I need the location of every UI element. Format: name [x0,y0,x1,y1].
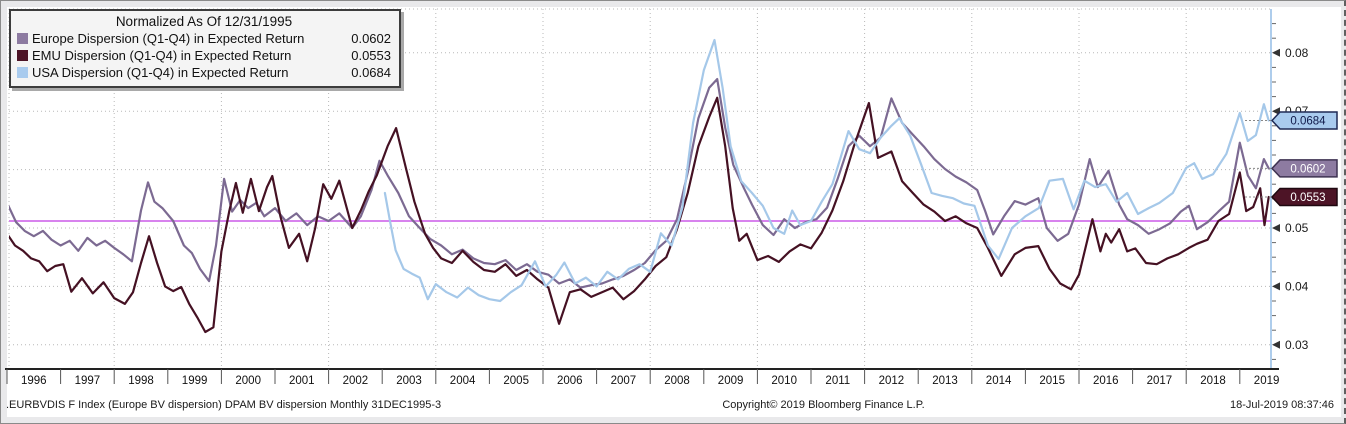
last-value-tag [1270,111,1338,130]
legend-value-emu: 0.0553 [351,48,391,63]
footer-timestamp: 18-Jul-2019 08:37:46 [1230,399,1334,411]
legend-item-usa: USA Dispersion (Q1-Q4) in Expected Retur… [17,64,391,81]
x-axis-year-label: 2007 [611,375,637,387]
x-axis-year-label: 2015 [1039,375,1065,387]
x-axis-year-label: 2011 [825,375,850,387]
footer-copyright: Copyright© 2019 Bloomberg Finance L.P. [722,399,925,411]
emu-series-swatch-icon [17,50,28,61]
x-axis-year-label: 2017 [1147,375,1173,387]
y-axis-label: 0.03 [1285,338,1309,352]
x-axis-year-label: 2003 [396,375,422,387]
last-value-tag [1270,187,1338,207]
y-tick-arrow-icon [1272,48,1280,57]
legend-label-europe: Europe Dispersion (Q1-Q4) in Expected Re… [32,31,305,46]
x-axis-year-label: 2000 [235,375,261,387]
x-axis-year-label: 2016 [1093,375,1119,387]
last-value-tag-text: 0.0684 [1290,116,1326,128]
x-axis-year-label: 2008 [664,375,690,387]
legend-label-usa: USA Dispersion (Q1-Q4) in Expected Retur… [32,65,289,80]
x-axis-year-label: 2001 [289,375,315,387]
x-axis-year-label: 1999 [182,375,208,387]
x-axis-year-label: 2005 [503,375,529,387]
x-axis-year-label: 2004 [450,375,476,387]
chart-legend: Normalized As Of 12/31/1995 Europe Dispe… [9,9,401,88]
series-line-europe [9,77,1270,289]
x-axis-year-label: 2014 [986,375,1012,387]
x-axis-year-label: 1998 [128,375,154,387]
y-axis-label: 0.04 [1285,279,1309,293]
last-value-tag-text: 0.0602 [1290,163,1325,175]
legend-item-europe: Europe Dispersion (Q1-Q4) in Expected Re… [17,30,391,47]
y-tick-arrow-icon [1272,282,1280,291]
legend-label-emu: EMU Dispersion (Q1-Q4) in Expected Retur… [32,48,292,63]
series-line-usa [383,38,1270,303]
legend-value-europe: 0.0602 [351,31,391,46]
last-value-tag [1270,159,1338,178]
x-axis-year-label: 2002 [343,375,369,387]
series-line-emu [9,96,1270,334]
europe-series-swatch-icon [17,33,28,44]
x-axis-year-label: 2010 [771,375,797,387]
x-axis-year-label: 2018 [1200,375,1226,387]
y-axis-label: 0.05 [1285,221,1309,235]
legend-item-emu: EMU Dispersion (Q1-Q4) in Expected Retur… [17,47,391,64]
x-axis-year-label: 1996 [21,375,47,387]
x-axis-year-label: 2006 [557,375,583,387]
y-tick-arrow-icon [1272,340,1280,349]
x-axis-year-label: 2013 [932,375,958,387]
legend-title: Normalized As Of 12/31/1995 [115,14,293,29]
x-axis-year-label: 2012 [879,375,905,387]
y-tick-arrow-icon [1272,224,1280,232]
footer-ticker-description: .EURBVDIS F Index (Europe BV dispersion)… [6,399,442,411]
x-axis-year-label: 2019 [1254,375,1280,387]
legend-value-usa: 0.0684 [351,65,391,80]
x-axis-year-label: 2009 [718,375,744,387]
y-axis-label: 0.08 [1285,46,1309,60]
usa-series-swatch-icon [17,67,28,78]
x-axis-year-label: 1997 [75,375,101,387]
last-value-tag-text: 0.0553 [1290,192,1325,204]
